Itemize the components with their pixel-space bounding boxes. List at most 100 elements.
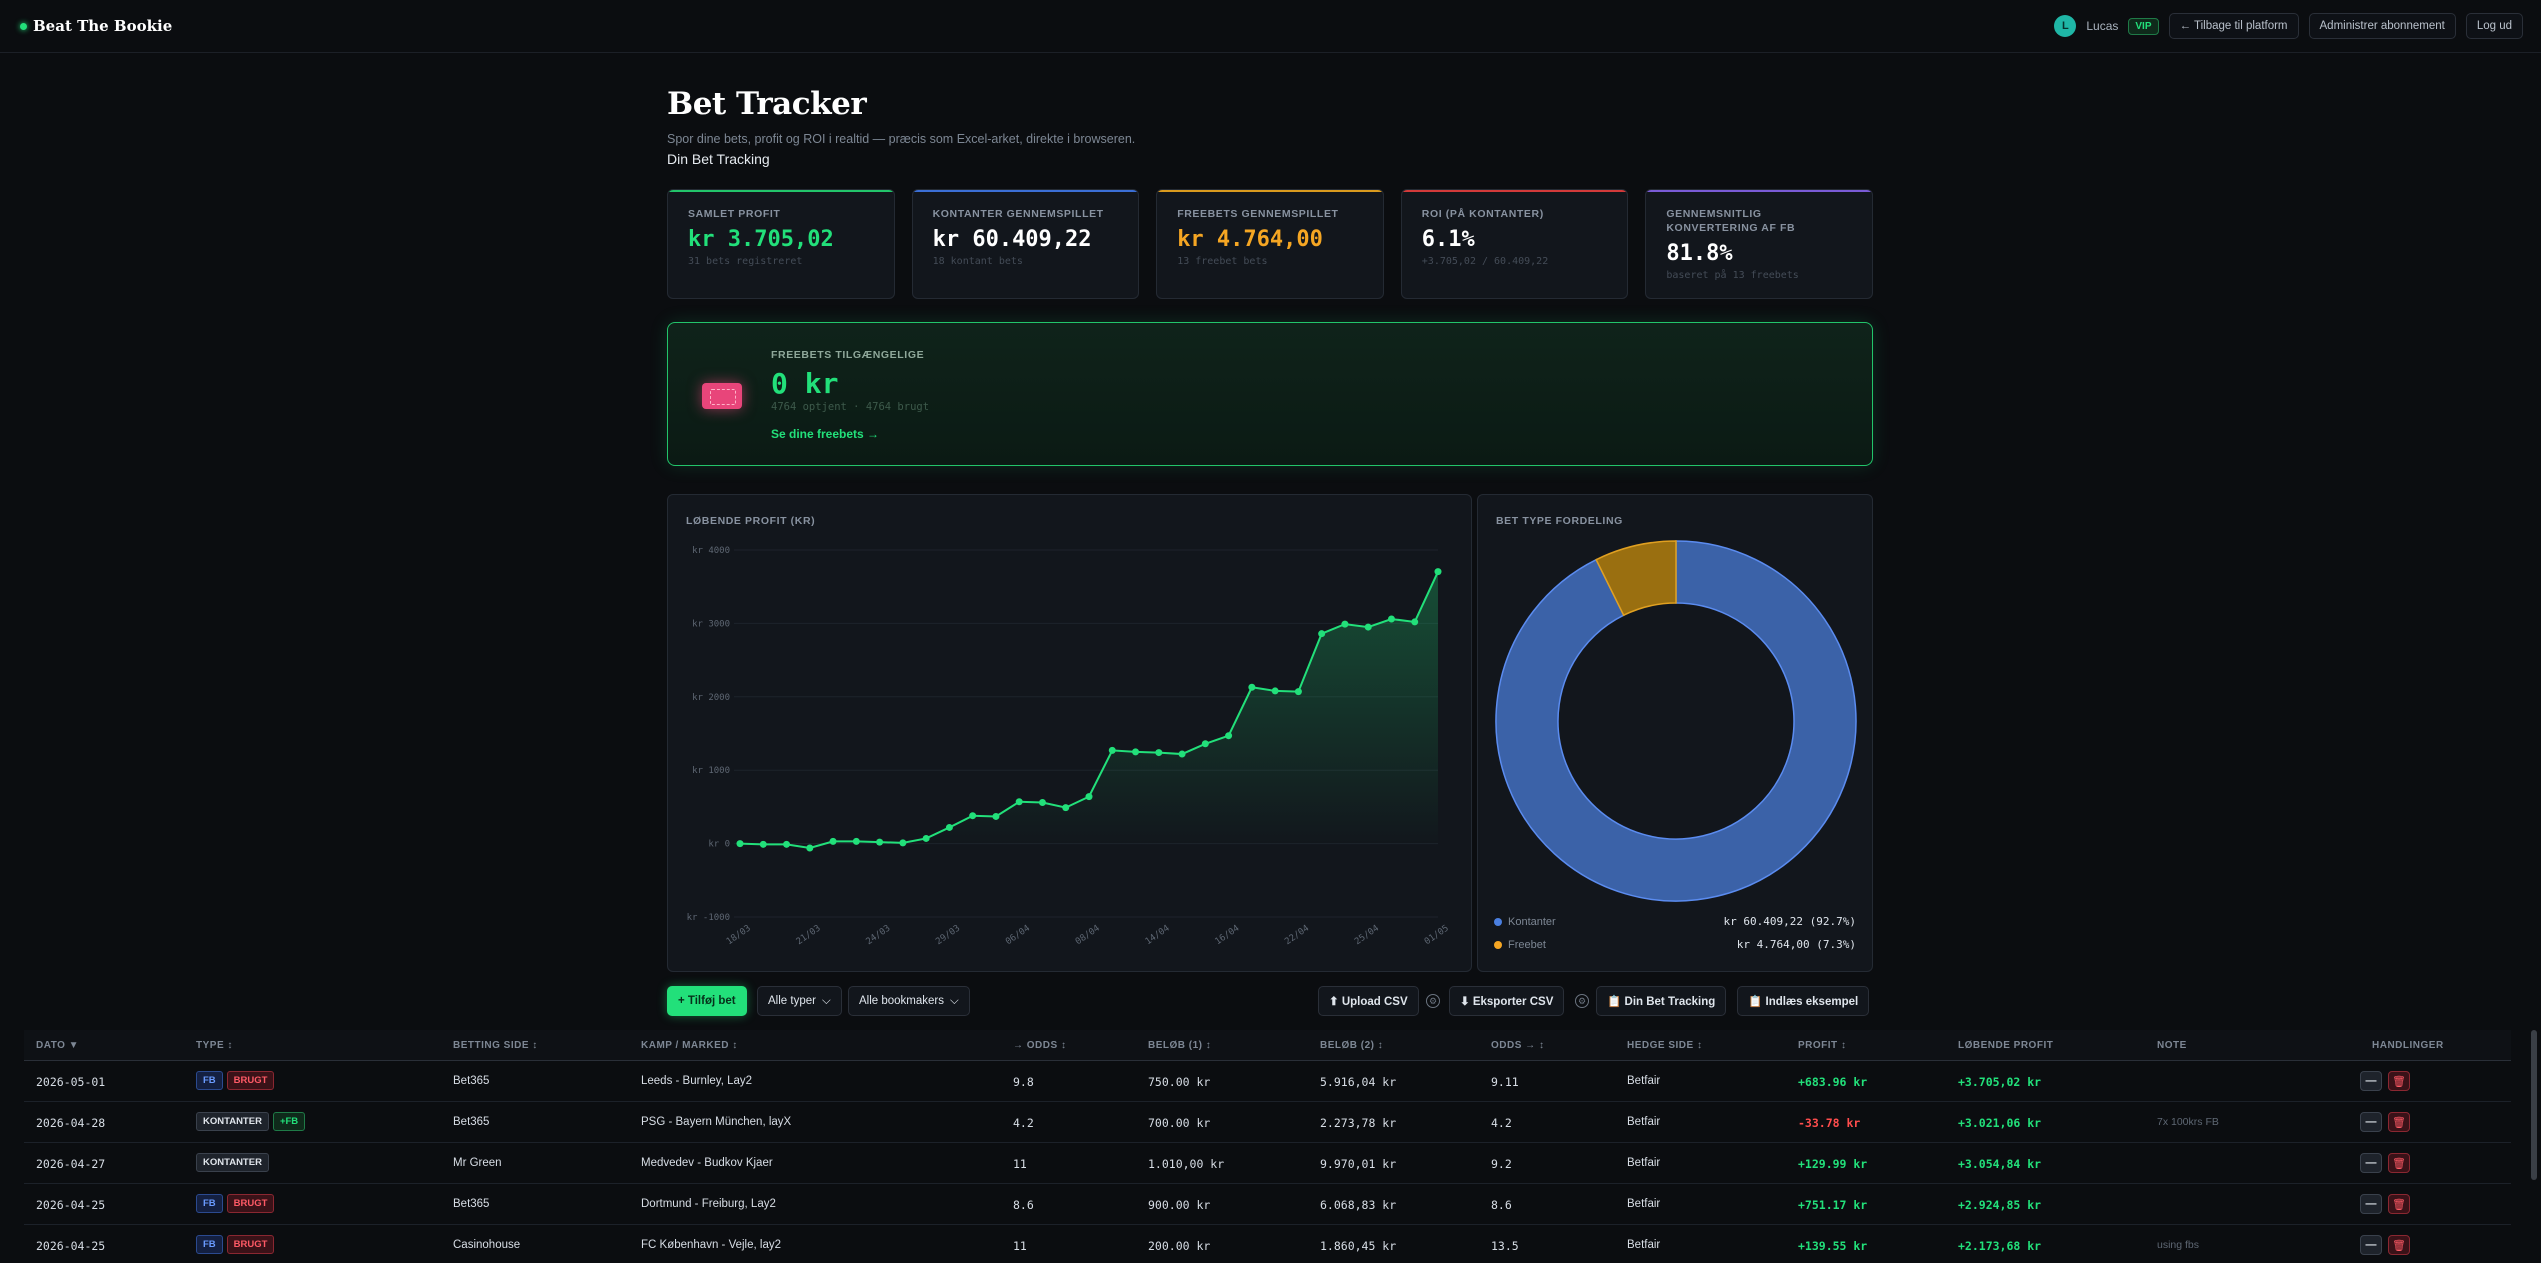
brand-dot-icon <box>20 22 27 30</box>
delete-button[interactable]: 🗑 <box>2388 1153 2410 1173</box>
profit-point[interactable] <box>1294 688 1302 696</box>
profit-point[interactable] <box>736 840 744 848</box>
profit-point[interactable] <box>1038 798 1046 806</box>
profit-point[interactable] <box>759 840 767 848</box>
freebets-sub: 4764 optjent · 4764 brugt <box>771 401 930 413</box>
profit-point[interactable] <box>1411 618 1419 626</box>
edit-button[interactable]: — <box>2360 1071 2382 1091</box>
back-to-platform-button[interactable]: ← Tilbage til platform <box>2168 13 2299 39</box>
cell-hedge-side: Betfair <box>1627 1198 1661 1210</box>
column-header[interactable]: KAMP / MARKED ↕ <box>641 1040 738 1051</box>
donut-slice-kontanter[interactable] <box>1495 540 1857 902</box>
column-header[interactable]: HEDGE SIDE ↕ <box>1627 1040 1703 1051</box>
profit-point[interactable] <box>1178 750 1186 758</box>
column-header[interactable]: TYPE ↕ <box>196 1040 233 1051</box>
delete-button[interactable]: 🗑 <box>2388 1194 2410 1214</box>
x-tick-label: 08/04 <box>1074 923 1102 947</box>
profit-point[interactable] <box>1155 749 1163 757</box>
see-freebets-link[interactable]: Se dine freebets → <box>771 427 880 441</box>
delete-button[interactable]: 🗑 <box>2388 1235 2410 1255</box>
profit-point[interactable] <box>806 844 814 852</box>
edit-button[interactable]: — <box>2360 1112 2382 1132</box>
edit-button[interactable]: — <box>2360 1194 2382 1214</box>
logout-button[interactable]: Log ud <box>2465 13 2523 39</box>
column-header[interactable]: BELØB (1) ↕ <box>1148 1040 1212 1051</box>
profit-point[interactable] <box>1271 687 1279 695</box>
profit-point[interactable] <box>899 839 907 847</box>
section-heading: Din Bet Tracking <box>667 151 770 167</box>
brand-name: Beat The Bookie <box>33 17 173 35</box>
nav-right: L Lucas VIP ← Tilbage til platform Admin… <box>2054 13 2523 39</box>
edit-button[interactable]: — <box>2360 1153 2382 1173</box>
profit-point[interactable] <box>1108 746 1116 754</box>
profit-point[interactable] <box>945 823 953 831</box>
brand-logo[interactable]: Beat The Bookie <box>20 17 172 35</box>
cell-profit: +751.17 kr <box>1798 1198 1868 1212</box>
cell-odds-2: 8.6 <box>1491 1198 1512 1212</box>
cell-date: 2026-04-25 <box>36 1198 106 1212</box>
column-header[interactable]: BETTING SIDE ↕ <box>453 1040 538 1051</box>
cell-profit: +139.55 kr <box>1798 1239 1868 1253</box>
bookmaker-filter-select[interactable]: Alle bookmakers ⌵ <box>848 986 970 1016</box>
profit-point[interactable] <box>1225 732 1233 740</box>
cell-profit: +683.96 kr <box>1798 1075 1868 1089</box>
profit-point[interactable] <box>852 837 860 845</box>
profit-point[interactable] <box>992 812 1000 820</box>
delete-button[interactable]: 🗑 <box>2388 1112 2410 1132</box>
stat-label: ROI (PÅ KONTANTER) <box>1421 208 1544 220</box>
column-header: HANDLINGER <box>2372 1040 2444 1051</box>
table-row[interactable]: 2026-04-25 FB BRUGT Casinohouse FC København… <box>24 1225 2511 1263</box>
delete-button[interactable]: 🗑 <box>2388 1071 2410 1091</box>
add-bet-button[interactable]: + Tilføj bet <box>667 986 747 1016</box>
donut-slice-freebet[interactable] <box>1595 540 1677 617</box>
upload-csv-button[interactable]: ⬆ Upload CSV <box>1318 986 1419 1016</box>
export-settings-icon[interactable]: ⚙ <box>1575 994 1589 1008</box>
y-tick-label: kr 1000 <box>692 766 730 776</box>
freebets-label: FREEBETS TILGÆNGELIGE <box>771 349 925 361</box>
edit-button[interactable]: — <box>2360 1235 2382 1255</box>
profit-point[interactable] <box>1085 793 1093 801</box>
cell-amount-2: 9.970,01 kr <box>1320 1157 1397 1171</box>
column-header[interactable]: PROFIT ↕ <box>1798 1040 1847 1051</box>
profit-point[interactable] <box>969 812 977 820</box>
profit-point[interactable] <box>1434 568 1442 576</box>
load-example-button[interactable]: 📋 Indlæs eksempel <box>1737 986 1870 1016</box>
stat-card: ROI (PÅ KONTANTER) 6.1% +3.705,02 / 60.4… <box>1400 189 1629 299</box>
cell-running-profit: +3.054,84 kr <box>1958 1157 2042 1171</box>
profit-point[interactable] <box>1318 630 1326 638</box>
table-row[interactable]: 2026-04-25 FB BRUGT Bet365 Dortmund - Freibu… <box>24 1184 2511 1225</box>
column-header[interactable]: BELØB (2) ↕ <box>1320 1040 1384 1051</box>
profit-point[interactable] <box>1015 798 1023 806</box>
type-filter-select[interactable]: Alle typer ⌵ <box>757 986 842 1016</box>
profit-point[interactable] <box>876 838 884 846</box>
type-badge: FB <box>196 1194 223 1213</box>
profit-point[interactable] <box>1132 748 1140 756</box>
profit-point[interactable] <box>1387 615 1395 623</box>
profit-point[interactable] <box>922 834 930 842</box>
profit-point[interactable] <box>1062 804 1070 812</box>
cell-amount-1: 1.010,00 kr <box>1148 1157 1225 1171</box>
table-scrollbar[interactable] <box>2531 1030 2537 1180</box>
bet-tracking-button[interactable]: 📋 Din Bet Tracking <box>1596 986 1727 1016</box>
profit-point[interactable] <box>1248 683 1256 691</box>
table-row[interactable]: 2026-04-28 KONTANTER +FB Bet365 PSG - Bayern… <box>24 1102 2511 1143</box>
column-header[interactable]: DATO ▼ <box>36 1040 80 1051</box>
profit-point[interactable] <box>783 840 791 848</box>
table-row[interactable]: 2026-04-27 KONTANTER Mr Green Medvedev - Bu… <box>24 1143 2511 1184</box>
stat-value: 6.1% <box>1421 227 1475 252</box>
column-header[interactable]: → ODDS ↕ <box>1013 1040 1067 1051</box>
y-tick-label: kr 4000 <box>692 546 730 556</box>
upload-settings-icon[interactable]: ⚙ <box>1426 994 1440 1008</box>
profit-point[interactable] <box>829 837 837 845</box>
manage-subscription-button[interactable]: Administrer abonnement <box>2308 13 2456 39</box>
avatar[interactable]: L <box>2054 15 2077 37</box>
profit-point[interactable] <box>1341 620 1349 628</box>
column-header[interactable]: ODDS → ↕ <box>1491 1040 1545 1051</box>
cell-note: using fbs <box>2157 1239 2200 1251</box>
row-actions: — 🗑 <box>2360 1112 2410 1132</box>
table-row[interactable]: 2026-05-01 FB BRUGT Bet365 Leeds - Burnley, … <box>24 1061 2511 1102</box>
profit-point[interactable] <box>1364 623 1372 631</box>
bet-type-panel: BET TYPE FORDELING Kontanter kr 60.409,2… <box>1477 494 1873 972</box>
profit-point[interactable] <box>1201 740 1209 748</box>
export-csv-button[interactable]: ⬇ Eksporter CSV <box>1449 986 1565 1016</box>
